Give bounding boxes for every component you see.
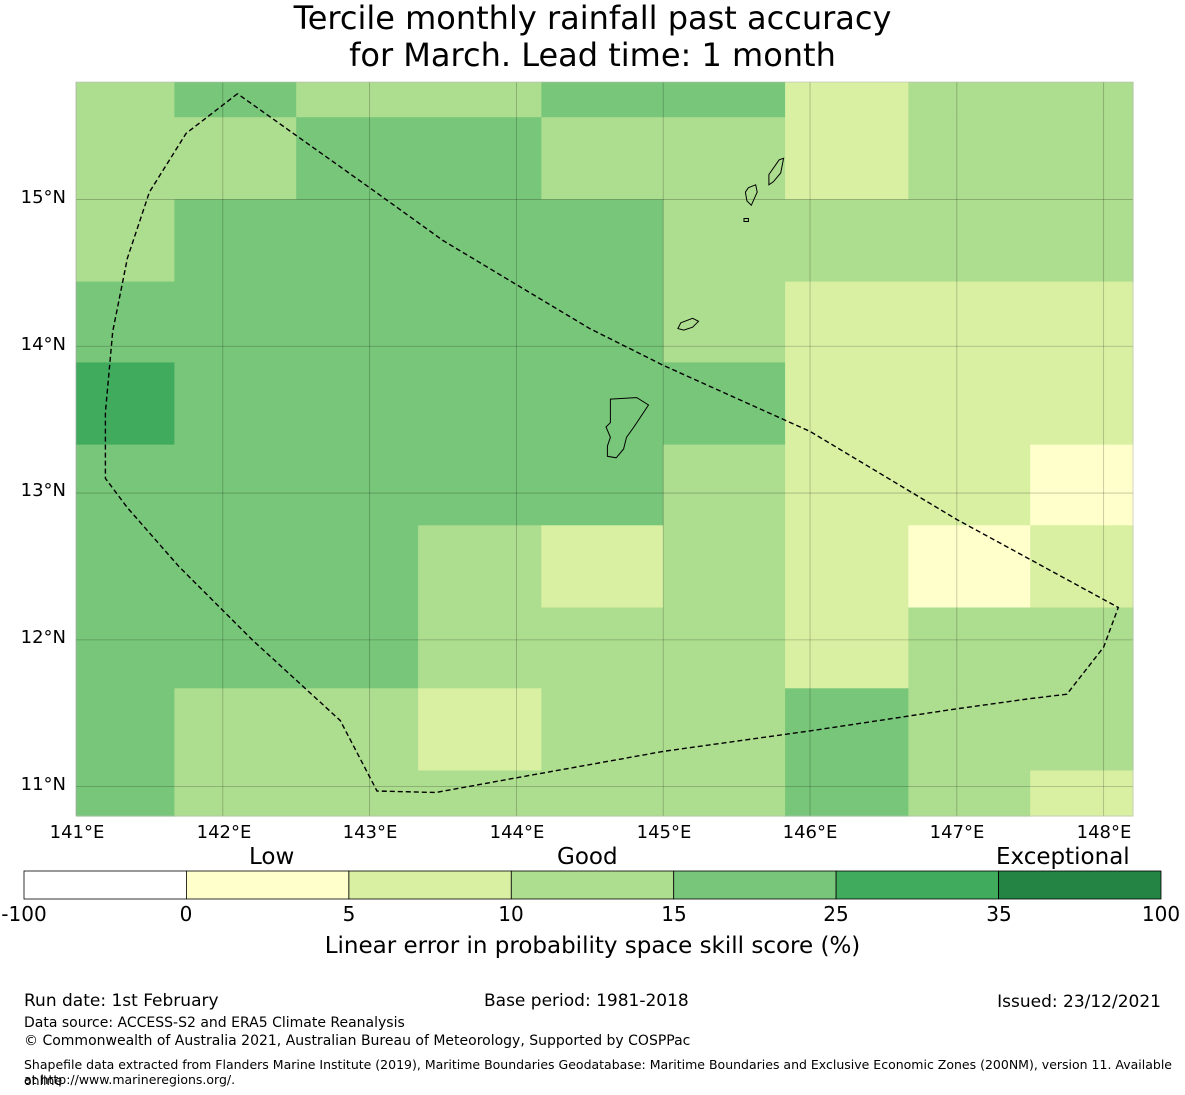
grid-cell: [785, 362, 1134, 446]
lat-label-15n: 15°N: [20, 187, 66, 208]
grid-cell: [1030, 444, 1134, 526]
grid-cell: [541, 525, 664, 609]
grid-cell: [908, 688, 1134, 772]
grid-cell: [76, 525, 419, 609]
copyright: © Commonwealth of Australia 2021, Austra…: [24, 1033, 691, 1049]
grid-cell: [296, 82, 542, 118]
grid-cell: [908, 770, 1031, 817]
lon-label-142e: 142°E: [196, 822, 252, 843]
colorbar-swatch: [510, 870, 675, 900]
grid-cell: [76, 281, 664, 363]
grid-cell: [418, 525, 542, 609]
lon-label-145e: 145°E: [636, 822, 692, 843]
grid-cell: [908, 607, 1134, 689]
grid-cell: [76, 688, 175, 772]
lon-label-147e: 147°E: [929, 822, 985, 843]
data-source: Data source: ACCESS-S2 and ERA5 Climate …: [24, 1015, 405, 1031]
grid-cell: [418, 688, 542, 772]
island-rota: [677, 317, 700, 331]
colorbar-swatch: [998, 870, 1162, 900]
lat-label-11n: 11°N: [20, 774, 66, 795]
legend-category-exceptional: Exceptional: [996, 844, 1130, 870]
colorbar-swatch: [673, 870, 837, 900]
legend-category-low: Low: [249, 844, 295, 870]
grid-cell: [908, 82, 1134, 118]
grid-cell: [541, 117, 786, 200]
colorbar: [23, 870, 1162, 900]
islands: [605, 157, 785, 459]
grid-cell: [1030, 770, 1134, 817]
colorbar-tick: -100: [1, 902, 47, 926]
colorbar-tick: 25: [823, 902, 849, 926]
run-date: Run date: 1st February: [24, 991, 219, 1011]
grid-cell: [785, 688, 909, 772]
grid-cell: [785, 607, 909, 689]
colorbar-title: Linear error in probability space skill …: [324, 933, 861, 959]
grid-cell: [1030, 525, 1134, 609]
colorbar-tick: 0: [179, 902, 193, 926]
grid-cell: [174, 688, 419, 772]
grid-cell: [908, 117, 1134, 200]
lat-label-14n: 14°N: [20, 334, 66, 355]
base-period: Base period: 1981-2018: [484, 991, 689, 1011]
colorbar-swatch: [348, 870, 512, 900]
grid-cell: [541, 688, 786, 772]
lat-label-13n: 13°N: [20, 480, 66, 501]
chart-title-line1: Tercile monthly rainfall past accuracy: [293, 0, 892, 37]
colorbar-tick: 10: [498, 902, 524, 926]
grid-cell: [418, 607, 786, 689]
lon-label-148e: 148°E: [1076, 822, 1132, 843]
skill-grid: [76, 82, 1134, 817]
grid-cell: [785, 770, 909, 817]
grid-cell: [174, 199, 664, 283]
shapefile-credit-line2: at http://www.marineregions.org/.: [24, 1072, 236, 1087]
grid-cell: [174, 82, 297, 118]
lat-label-12n: 12°N: [20, 627, 66, 648]
colorbar-swatch: [23, 870, 187, 900]
colorbar-swatch: [835, 870, 999, 900]
lon-label-143e: 143°E: [342, 822, 398, 843]
colorbar-tick: 5: [342, 902, 356, 926]
chart-title-line2: for March. Lead time: 1 month: [349, 36, 836, 74]
shapefile-credit-line1: Shapefile data extracted from Flanders M…: [24, 1057, 1172, 1088]
grid-cell: [785, 525, 909, 609]
colorbar-tick: 15: [661, 902, 687, 926]
grid-cell: [174, 362, 786, 446]
grid-cell: [174, 770, 786, 817]
grid-cell: [663, 199, 1134, 283]
grid-cell: [663, 444, 786, 526]
island-guam: [605, 397, 650, 459]
island-tinian: [744, 184, 758, 207]
grid-cell: [908, 525, 1031, 609]
island-aguijan: [743, 218, 749, 222]
map-frame: [75, 81, 1134, 817]
legend-category-good: Good: [557, 844, 618, 870]
colorbar-tick: 35: [986, 902, 1012, 926]
grid-cell: [76, 82, 175, 118]
lon-label-144e: 144°E: [489, 822, 545, 843]
issued-date: Issued: 23/12/2021: [997, 992, 1161, 1012]
eez-boundary: [104, 93, 1120, 794]
grid-cell: [663, 525, 786, 609]
grid-cell: [296, 117, 542, 200]
lon-label-141e: 141°E: [49, 822, 105, 843]
grid-cell: [76, 199, 175, 283]
grid-cell: [541, 82, 786, 118]
colorbar-tick: 100: [1141, 902, 1181, 926]
grid-cell: [76, 770, 175, 817]
colorbar-swatch: [185, 870, 350, 900]
grid-cell: [785, 117, 909, 200]
island-saipan: [768, 157, 785, 186]
grid-cell: [785, 444, 1031, 526]
lon-label-146e: 146°E: [782, 822, 838, 843]
grid-cell: [76, 362, 175, 446]
grid-cell: [785, 82, 909, 118]
grid-cell: [76, 117, 297, 200]
grid-cell: [76, 444, 664, 526]
grid-cell: [76, 607, 419, 689]
grid-cell: [785, 281, 1134, 363]
